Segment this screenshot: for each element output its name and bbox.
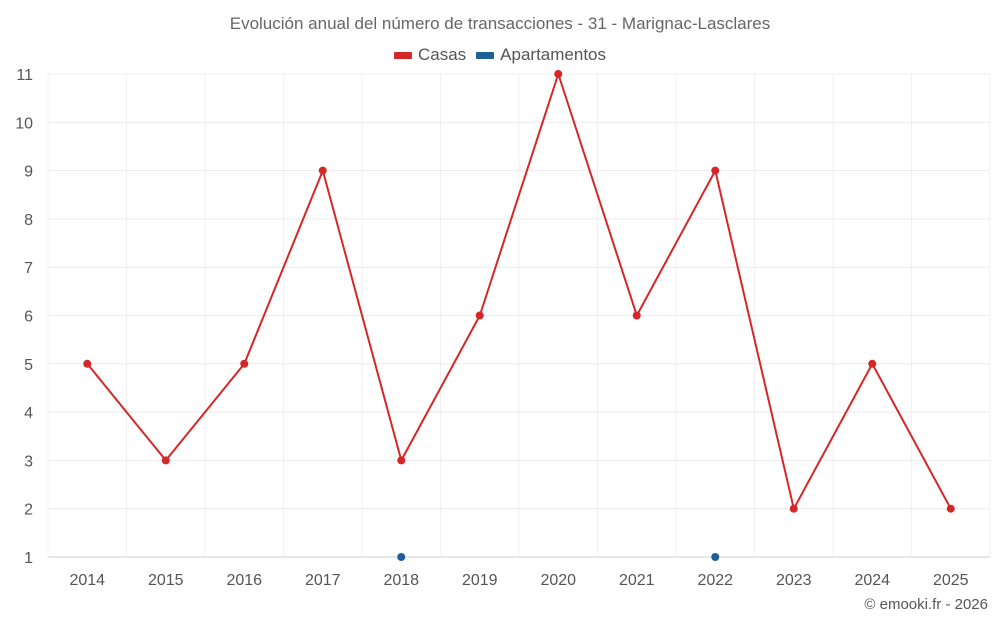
data-point-apartamentos-2018[interactable] — [397, 553, 406, 561]
y-tick-label: 10 — [15, 115, 33, 132]
data-point-casas-2019[interactable] — [475, 311, 484, 320]
y-tick-label: 1 — [24, 550, 33, 567]
legend-swatch-casas — [393, 51, 412, 59]
legend-label-apartamentos: Apartamentos — [500, 45, 607, 64]
x-tick-label: 2022 — [697, 572, 733, 589]
x-tick-label: 2021 — [619, 572, 655, 589]
data-point-casas-2014[interactable] — [83, 359, 92, 368]
x-tick-label: 2016 — [226, 572, 262, 589]
y-tick-label: 9 — [24, 164, 33, 181]
data-point-casas-2016[interactable] — [240, 359, 249, 368]
data-point-casas-2015[interactable] — [161, 456, 170, 465]
data-point-casas-2023[interactable] — [789, 504, 798, 513]
x-tick-label: 2020 — [540, 572, 576, 589]
data-point-casas-2025[interactable] — [946, 504, 955, 513]
data-point-casas-2017[interactable] — [318, 166, 327, 175]
data-point-casas-2022[interactable] — [711, 166, 720, 175]
y-tick-label: 2 — [24, 502, 33, 519]
y-tick-label: 7 — [24, 260, 33, 277]
data-point-casas-2020[interactable] — [554, 70, 563, 78]
x-tick-label: 2015 — [148, 572, 184, 589]
credits-text[interactable]: © emooki.fr - 2026 — [864, 596, 988, 613]
x-tick-label: 2014 — [69, 572, 105, 589]
data-point-casas-2024[interactable] — [868, 359, 877, 368]
x-tick-label: 2018 — [383, 572, 419, 589]
x-tick-label: 2017 — [305, 572, 341, 589]
legend-label-casas: Casas — [417, 45, 467, 64]
x-tick-label: 2023 — [776, 572, 812, 589]
y-tick-label: 6 — [24, 309, 33, 326]
legend: Casas Apartamentos — [0, 45, 1000, 65]
y-tick-label: 11 — [16, 67, 33, 84]
legend-item-apartamentos[interactable]: Apartamentos — [476, 45, 606, 65]
x-tick-label: 2024 — [854, 572, 890, 589]
data-point-casas-2018[interactable] — [397, 456, 406, 465]
y-tick-label: 4 — [24, 405, 33, 422]
chart-title: Evolución anual del número de transaccio… — [229, 14, 771, 33]
y-tick-label: 8 — [24, 212, 33, 229]
y-tick-label: 3 — [24, 453, 33, 470]
x-tick-label: 2019 — [462, 572, 498, 589]
series-line-casas — [86, 73, 952, 510]
data-point-casas-2021[interactable] — [632, 311, 641, 320]
x-tick-label: 2025 — [933, 572, 969, 589]
legend-item-casas[interactable]: Casas — [393, 45, 467, 65]
y-tick-label: 5 — [24, 357, 33, 374]
data-point-apartamentos-2022[interactable] — [711, 553, 720, 561]
legend-swatch-apartamentos — [476, 51, 495, 59]
